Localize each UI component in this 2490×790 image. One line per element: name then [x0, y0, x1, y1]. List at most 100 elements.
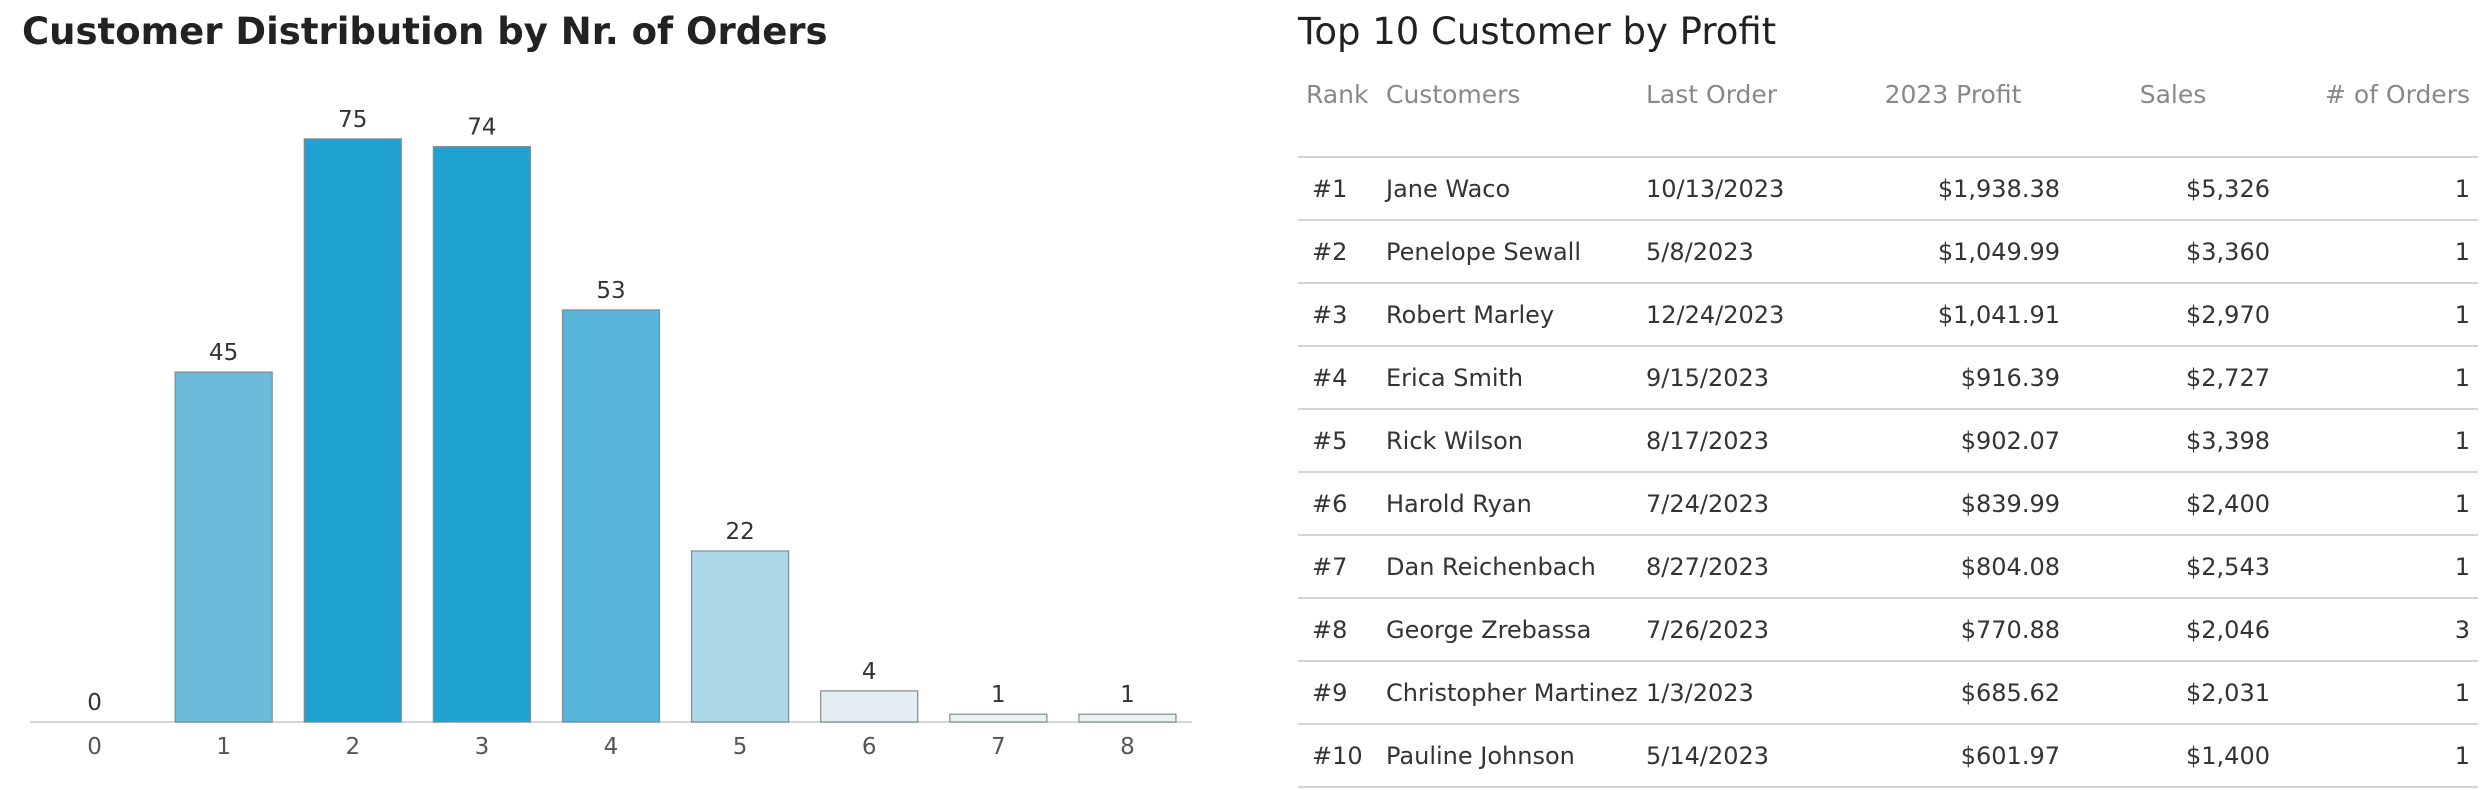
bar-value-label: 4 [862, 659, 877, 685]
table-row[interactable]: #9 Christopher Martinez 1/3/2023 $685.62 $2,… [1298, 660, 2478, 724]
bar-3[interactable] [432, 146, 531, 723]
profit-cell: $1,938.38 [1838, 156, 2068, 220]
customer-cell: Rick Wilson [1378, 408, 1638, 472]
orders-cell: 3 [2278, 597, 2478, 661]
x-tick-label: 1 [216, 734, 231, 760]
bar-6[interactable] [820, 690, 919, 723]
customer-cell: Erica Smith [1378, 345, 1638, 409]
sales-cell: $5,326 [2068, 156, 2278, 220]
chart-title: Customer Distribution by Nr. of Orders [22, 10, 828, 53]
last-order-cell: 1/3/2023 [1638, 660, 1838, 724]
top-customers-table: Rank Customers Last Order 2023 Profit Sa… [1298, 72, 2478, 788]
bar-value-label: 45 [209, 340, 238, 366]
column-header-rank[interactable]: Rank [1306, 80, 1369, 109]
rank-cell: #5 [1298, 408, 1378, 472]
sales-cell: $3,360 [2068, 219, 2278, 283]
bar-1[interactable] [174, 371, 273, 723]
sales-cell: $2,031 [2068, 660, 2278, 724]
customer-cell: Penelope Sewall [1378, 219, 1638, 283]
sales-cell: $2,543 [2068, 534, 2278, 598]
x-tick-label: 4 [604, 734, 619, 760]
table-row[interactable]: #2 Penelope Sewall 5/8/2023 $1,049.99 $3,360… [1298, 219, 2478, 283]
bar-value-label: 1 [991, 682, 1006, 708]
sales-cell: $2,046 [2068, 597, 2278, 661]
sales-cell: $3,398 [2068, 408, 2278, 472]
x-tick-label: 7 [991, 734, 1006, 760]
rank-cell: #4 [1298, 345, 1378, 409]
customer-cell: Dan Reichenbach [1378, 534, 1638, 598]
table-row[interactable]: #10 Pauline Johnson 5/14/2023 $601.97 $1,400… [1298, 723, 2478, 788]
column-header-last-order[interactable]: Last Order [1646, 80, 1778, 109]
bar-7[interactable] [949, 713, 1048, 723]
customer-cell: Harold Ryan [1378, 471, 1638, 535]
rank-cell: #2 [1298, 219, 1378, 283]
customer-cell: Pauline Johnson [1378, 723, 1638, 788]
x-tick-label: 3 [475, 734, 490, 760]
rank-cell: #7 [1298, 534, 1378, 598]
orders-cell: 1 [2278, 534, 2478, 598]
sales-cell: $2,970 [2068, 282, 2278, 346]
bar-value-label: 0 [87, 690, 102, 716]
orders-cell: 1 [2278, 471, 2478, 535]
table-row[interactable]: #7 Dan Reichenbach 8/27/2023 $804.08 $2,543 1 [1298, 534, 2478, 598]
profit-cell: $1,049.99 [1838, 219, 2068, 283]
table-row[interactable]: #6 Harold Ryan 7/24/2023 $839.99 $2,400 1 [1298, 471, 2478, 535]
rank-cell: #6 [1298, 471, 1378, 535]
last-order-cell: 10/13/2023 [1638, 156, 1838, 220]
x-tick-label: 5 [733, 734, 748, 760]
last-order-cell: 7/26/2023 [1638, 597, 1838, 661]
sales-cell: $2,727 [2068, 345, 2278, 409]
profit-cell: $804.08 [1838, 534, 2068, 598]
profit-cell: $770.88 [1838, 597, 2068, 661]
bar-5[interactable] [691, 550, 790, 723]
x-tick-label: 8 [1120, 734, 1135, 760]
orders-cell: 1 [2278, 282, 2478, 346]
last-order-cell: 7/24/2023 [1638, 471, 1838, 535]
column-header-customers[interactable]: Customers [1386, 80, 1521, 109]
customer-cell: George Zrebassa [1378, 597, 1638, 661]
rank-cell: #1 [1298, 156, 1378, 220]
table-row[interactable]: #1 Jane Waco 10/13/2023 $1,938.38 $5,326 1 [1298, 156, 2478, 220]
last-order-cell: 5/14/2023 [1638, 723, 1838, 788]
bar-value-label: 75 [338, 107, 367, 133]
orders-cell: 1 [2278, 660, 2478, 724]
bar-value-label: 22 [725, 519, 754, 545]
rank-cell: #8 [1298, 597, 1378, 661]
orders-cell: 1 [2278, 408, 2478, 472]
column-header-sales[interactable]: Sales [2139, 80, 2207, 109]
bar-chart: 0 0 45 1 75 2 74 3 53 4 22 5 4 6 1 7 1 8 [30, 107, 1192, 760]
orders-cell: 1 [2278, 156, 2478, 220]
sales-cell: $2,400 [2068, 471, 2278, 535]
bar-4[interactable] [561, 309, 661, 723]
profit-cell: $1,041.91 [1838, 282, 2068, 346]
sales-cell: $1,400 [2068, 723, 2278, 788]
column-header-profit[interactable]: 2023 Profit [1884, 80, 2022, 109]
profit-cell: $685.62 [1838, 660, 2068, 724]
x-tick-label: 6 [862, 734, 877, 760]
last-order-cell: 9/15/2023 [1638, 345, 1838, 409]
column-header-orders[interactable]: # of Orders [2324, 80, 2470, 109]
last-order-cell: 5/8/2023 [1638, 219, 1838, 283]
bar-value-label: 74 [467, 115, 496, 141]
table-row[interactable]: #8 George Zrebassa 7/26/2023 $770.88 $2,046 3 [1298, 597, 2478, 661]
last-order-cell: 8/27/2023 [1638, 534, 1838, 598]
bar-value-label: 1 [1120, 682, 1135, 708]
orders-cell: 1 [2278, 219, 2478, 283]
rank-cell: #9 [1298, 660, 1378, 724]
top-customers-table-container: Rank Customers Last Order 2023 Profit Sa… [1298, 72, 2478, 788]
bar-2[interactable] [303, 138, 402, 723]
customer-cell: Christopher Martinez [1378, 660, 1638, 724]
last-order-cell: 8/17/2023 [1638, 408, 1838, 472]
profit-cell: $902.07 [1838, 408, 2068, 472]
rank-cell: #10 [1298, 723, 1378, 788]
orders-cell: 1 [2278, 723, 2478, 788]
customer-cell: Jane Waco [1378, 156, 1638, 220]
table-row[interactable]: #5 Rick Wilson 8/17/2023 $902.07 $3,398 1 [1298, 408, 2478, 472]
rank-cell: #3 [1298, 282, 1378, 346]
profit-cell: $839.99 [1838, 471, 2068, 535]
table-row[interactable]: #3 Robert Marley 12/24/2023 $1,041.91 $2,970… [1298, 282, 2478, 346]
bar-8[interactable] [1078, 713, 1177, 723]
x-tick-label: 0 [87, 734, 102, 760]
table-title: Top 10 Customer by Profit [1298, 10, 1777, 53]
table-row[interactable]: #4 Erica Smith 9/15/2023 $916.39 $2,727 1 [1298, 345, 2478, 409]
